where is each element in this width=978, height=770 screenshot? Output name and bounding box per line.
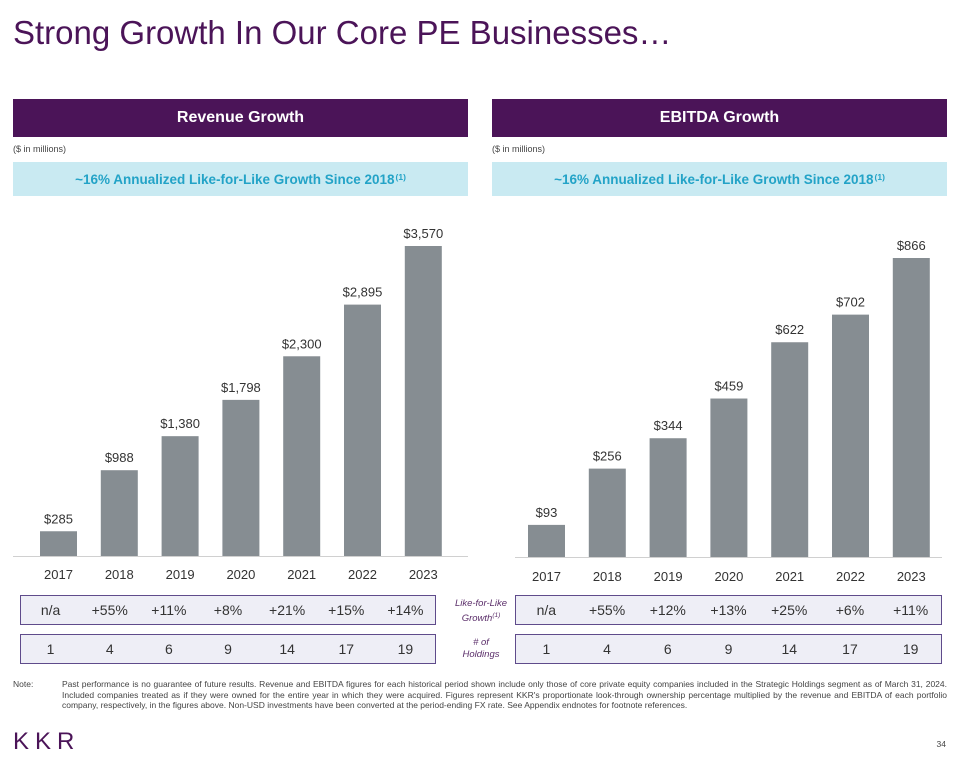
ebitda-bar-2019	[649, 438, 687, 557]
revenue-bar-2018	[100, 470, 138, 556]
revenue-callout-text: ~16% Annualized Like-for-Like Growth Sin…	[75, 171, 395, 187]
revenue-category-label: 2018	[105, 567, 134, 582]
ebitda-bar-2022	[832, 314, 869, 557]
note-text: Past performance is no guarantee of futu…	[62, 679, 947, 710]
revenue-holdings-cell: 6	[164, 641, 173, 657]
revenue-growth-cell: +15%	[328, 602, 365, 618]
revenue-callout-footnote: (1)	[395, 172, 406, 182]
ebitda-growth-cell: +12%	[649, 602, 686, 618]
ebitda-category-label: 2019	[654, 569, 683, 584]
ebitda-category-label: 2023	[897, 569, 926, 584]
revenue-category-label: 2017	[44, 567, 73, 582]
revenue-value-label: $2,300	[282, 336, 322, 351]
ebitda-value-label: $459	[714, 379, 743, 394]
ebitda-callout-text: ~16% Annualized Like-for-Like Growth Sin…	[554, 171, 874, 187]
page-number: 34	[936, 739, 946, 749]
revenue-growth-cell: +11%	[151, 602, 187, 618]
ebitda-holdings-cell: 1	[542, 641, 551, 657]
growth-row-label: Like-for-Like Growth(1)	[446, 598, 516, 625]
revenue-bar-2021	[283, 356, 321, 556]
growth-row-label-line2: Growth(1)	[461, 612, 501, 625]
bar-charts: $285 2017 $988 2018 $1,380 2019 $1,798 2020 $2,3…	[13, 226, 942, 584]
revenue-value-label: $3,570	[403, 226, 443, 241]
revenue-growth-row: n/a +55% +11% +8% +21% +15% +14%	[20, 595, 436, 625]
ebitda-growth-row: n/a +55% +12% +13% +25% +6% +11%	[515, 595, 942, 625]
revenue-bar-2023	[404, 246, 442, 556]
revenue-bar-2020	[222, 399, 260, 556]
ebitda-bar-2017	[528, 524, 565, 557]
revenue-growth-cell: +21%	[269, 602, 306, 618]
revenue-category-label: 2022	[348, 567, 377, 582]
revenue-holdings-cell: 17	[338, 641, 355, 657]
ebitda-units: ($ in millions)	[492, 144, 546, 154]
revenue-holdings-cell: 19	[397, 641, 414, 657]
holdings-row-label-line2: Holdings	[462, 649, 500, 660]
revenue-value-label: $1,380	[160, 416, 200, 431]
ebitda-holdings-row: 1 4 6 9 14 17 19	[515, 634, 942, 664]
ebitda-bar-2021	[771, 342, 809, 557]
revenue-units: ($ in millions)	[13, 144, 67, 154]
ebitda-panel-header: EBITDA Growth	[492, 99, 947, 137]
revenue-value-label: $2,895	[343, 285, 383, 300]
ebitda-category-label: 2017	[532, 569, 561, 584]
ebitda-callout: ~16% Annualized Like-for-Like Growth Sin…	[492, 162, 947, 196]
ebitda-growth-cell: +13%	[710, 602, 747, 618]
revenue-holdings-row: 1 4 6 9 14 17 19	[20, 634, 436, 664]
revenue-holdings-cell: 14	[279, 641, 295, 657]
ebitda-bar-2023	[892, 258, 930, 557]
page-title: Strong Growth In Our Core PE Businesses…	[13, 14, 672, 51]
holdings-row-label: # of Holdings	[446, 637, 516, 661]
ebitda-growth-cell: +25%	[771, 602, 808, 618]
revenue-growth-cell: n/a	[40, 602, 61, 618]
kkr-logo: KKR	[13, 728, 81, 755]
ebitda-growth-cell: n/a	[536, 602, 557, 618]
ebitda-callout-footnote: (1)	[874, 172, 885, 182]
ebitda-value-label: $93	[536, 505, 558, 520]
revenue-holdings-cell: 1	[46, 641, 55, 657]
revenue-panel-header: Revenue Growth	[13, 99, 468, 137]
revenue-growth-cell: +55%	[91, 602, 128, 618]
revenue-category-label: 2023	[409, 567, 438, 582]
holdings-row-label-line1: # of	[473, 637, 489, 648]
growth-row-label-line1: Like-for-Like	[454, 598, 508, 609]
ebitda-holdings-cell: 6	[663, 641, 672, 657]
revenue-value-label: $285	[44, 511, 73, 526]
ebitda-bar-2018	[588, 468, 626, 557]
ebitda-growth-cell: +6%	[835, 602, 865, 618]
revenue-holdings-cell: 9	[224, 641, 232, 657]
ebitda-value-label: $256	[593, 449, 622, 464]
ebitda-growth-cell: +55%	[588, 602, 626, 618]
ebitda-category-label: 2018	[593, 569, 622, 584]
revenue-value-label: $988	[105, 450, 134, 465]
revenue-category-label: 2019	[166, 567, 195, 582]
growth-row-label-sup: (1)	[492, 612, 501, 619]
revenue-bar-2017	[40, 531, 77, 556]
ebitda-growth-cell: +11%	[893, 602, 929, 618]
revenue-category-label: 2020	[226, 567, 255, 582]
revenue-bar-2022	[344, 304, 381, 556]
ebitda-category-label: 2021	[775, 569, 804, 584]
revenue-holdings-cell: 4	[105, 641, 114, 657]
ebitda-holdings-cell: 19	[902, 641, 919, 657]
ebitda-holdings-cell: 14	[781, 641, 798, 657]
revenue-growth-cell: +14%	[387, 602, 424, 618]
ebitda-holdings-cell: 9	[724, 641, 733, 657]
ebitda-category-label: 2020	[714, 569, 743, 584]
revenue-category-label: 2021	[287, 567, 316, 582]
ebitda-bar-2020	[710, 398, 748, 557]
note-label: Note:	[13, 679, 34, 689]
revenue-value-label: $1,798	[221, 380, 261, 395]
ebitda-category-label: 2022	[836, 569, 865, 584]
revenue-growth-cell: +8%	[213, 602, 243, 618]
ebitda-value-label: $622	[775, 322, 804, 337]
revenue-callout: ~16% Annualized Like-for-Like Growth Sin…	[13, 162, 468, 196]
ebitda-value-label: $344	[654, 418, 683, 433]
ebitda-value-label: $702	[836, 295, 865, 310]
ebitda-value-label: $866	[897, 238, 926, 253]
ebitda-holdings-cell: 17	[842, 641, 858, 657]
ebitda-holdings-cell: 4	[603, 641, 611, 657]
revenue-bar-2019	[161, 436, 199, 556]
